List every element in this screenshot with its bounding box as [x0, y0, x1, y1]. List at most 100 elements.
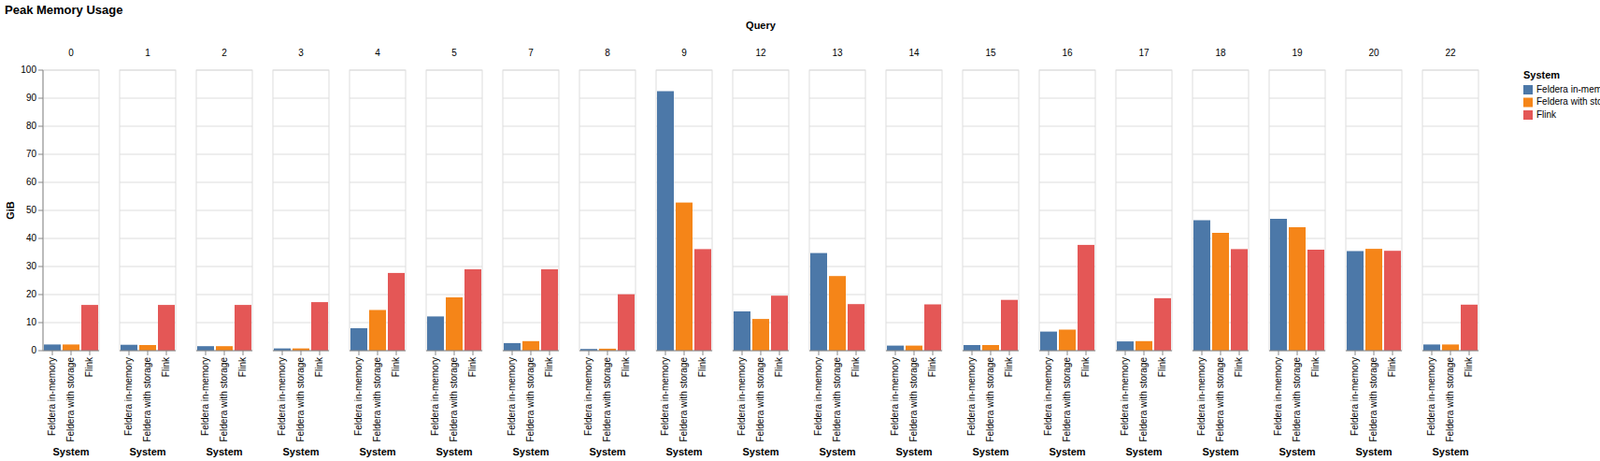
x-axis-line — [349, 350, 406, 352]
x-tick-label: Flink — [390, 356, 401, 377]
x-tick-label: Feldera with storage — [142, 357, 153, 443]
x-axis-line — [885, 350, 943, 352]
grid-line — [1422, 210, 1479, 212]
grid-line — [349, 210, 406, 212]
bar — [675, 202, 693, 351]
x-tick-label: Feldera in-memory — [353, 357, 364, 436]
grid-line — [196, 182, 253, 184]
facet-label: 19 — [1291, 47, 1303, 58]
grid-line — [579, 238, 636, 240]
facet-frame — [426, 70, 483, 351]
bar — [197, 345, 215, 351]
grid-line — [42, 266, 100, 268]
grid-line — [42, 350, 100, 352]
bars — [273, 301, 329, 351]
grid-line — [885, 350, 943, 352]
grid-line — [1345, 350, 1402, 352]
facet-frame — [809, 70, 866, 351]
x-tick-label: Feldera in-memory — [889, 357, 900, 436]
grid-line — [119, 98, 176, 100]
x-tick-label: Feldera in-memory — [1272, 357, 1284, 436]
bar — [62, 343, 80, 351]
x-tick-label: Feldera with storage — [985, 357, 996, 443]
x-tick — [779, 350, 781, 356]
facet-frame — [1192, 70, 1249, 351]
y-tick — [38, 126, 43, 128]
grid-line — [1115, 350, 1172, 352]
grid-line — [196, 238, 253, 240]
facet-label: 15 — [985, 47, 997, 58]
legend-swatch — [1523, 110, 1533, 120]
grid-line — [1345, 126, 1402, 128]
bar — [1270, 218, 1287, 351]
x-tick-label: Flink — [850, 356, 861, 377]
x-tick — [1278, 350, 1280, 356]
facet: 0Feldera in-memoryFeldera with storageFl… — [42, 47, 100, 458]
bar — [1288, 227, 1306, 351]
x-tick — [1315, 350, 1317, 356]
facet-label: 12 — [755, 47, 767, 58]
grid-line — [1039, 238, 1096, 240]
y-axis: 0102030405060708090100 — [20, 64, 43, 356]
x-tick-label: Feldera in-memory — [659, 357, 671, 436]
bar — [350, 328, 368, 351]
bar — [1307, 249, 1325, 351]
x-axis-line — [1039, 350, 1096, 352]
x-tick — [71, 350, 72, 356]
facet-label: 3 — [298, 47, 304, 58]
grid-line — [579, 350, 636, 352]
x-tick-label: Flink — [314, 356, 325, 377]
bars — [1040, 244, 1095, 351]
y-tick-label: 0 — [30, 344, 37, 356]
bar — [522, 341, 540, 351]
grid-line — [732, 182, 789, 184]
grid-line — [962, 182, 1019, 184]
x-tick-label: Flink — [1157, 356, 1168, 377]
bar — [445, 297, 463, 351]
facet-label: 8 — [604, 47, 611, 58]
grid-line — [962, 154, 1019, 156]
facet: 5Feldera in-memoryFeldera with storageFl… — [426, 47, 483, 458]
x-tick-label: Flink — [1463, 356, 1474, 377]
grid-line — [1192, 126, 1249, 128]
x-tick-label: Feldera with storage — [1214, 357, 1226, 443]
x-tick-label: Feldera with storage — [218, 357, 229, 443]
bar — [427, 315, 444, 351]
x-tick-label: Feldera with storage — [755, 357, 766, 443]
facet-title: Query — [745, 19, 777, 31]
grid-line — [809, 126, 866, 128]
y-tick-label: 10 — [26, 316, 38, 328]
x-axis-line — [1192, 350, 1249, 352]
x-tick-label: Flink — [1386, 356, 1398, 377]
facet-frame — [656, 70, 713, 351]
grid-line — [119, 210, 176, 212]
facet-frame — [272, 70, 329, 351]
facet-frame — [579, 70, 636, 351]
x-tick — [1450, 350, 1452, 356]
x-tick-label: Feldera in-memory — [46, 357, 58, 436]
x-tick — [224, 350, 226, 356]
x-axis-label: System — [588, 445, 626, 458]
x-axis-label: System — [1048, 445, 1086, 458]
x-axis-label: System — [895, 445, 932, 458]
y-tick-label: 20 — [26, 288, 38, 300]
grid-line — [1039, 154, 1096, 156]
grid-line — [1039, 210, 1096, 212]
x-tick — [1431, 350, 1433, 356]
facet-frame — [962, 70, 1019, 351]
bar — [1365, 248, 1383, 351]
bar — [215, 345, 233, 351]
x-tick — [166, 350, 168, 356]
x-tick-label: Feldera in-memory — [429, 357, 441, 436]
facet-label: 18 — [1214, 47, 1227, 58]
grid-line — [962, 266, 1019, 268]
bars — [1116, 298, 1172, 351]
grid-line — [426, 182, 483, 184]
x-tick — [282, 350, 284, 356]
grid-line — [1115, 294, 1172, 296]
grid-line — [119, 126, 176, 128]
grid-line — [1269, 154, 1326, 156]
y-tick — [38, 266, 43, 268]
grid-line — [885, 98, 943, 100]
bars — [197, 304, 252, 351]
